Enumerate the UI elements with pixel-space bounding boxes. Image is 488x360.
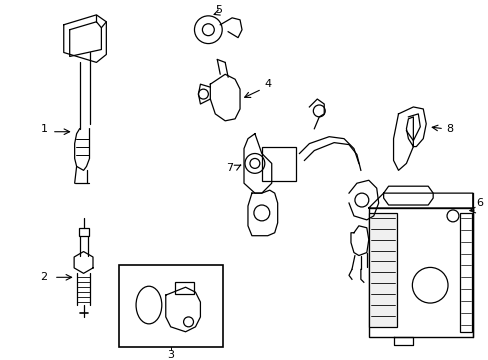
Text: 7: 7 bbox=[226, 163, 233, 174]
Bar bbox=[368, 208, 472, 337]
Text: 8: 8 bbox=[446, 124, 453, 134]
Bar bbox=[119, 265, 223, 347]
Text: 3: 3 bbox=[167, 350, 174, 360]
Text: 1: 1 bbox=[41, 124, 47, 134]
Text: 4: 4 bbox=[264, 79, 271, 89]
Bar bbox=[368, 213, 396, 327]
Bar bbox=[261, 147, 296, 181]
Text: 6: 6 bbox=[475, 198, 482, 208]
Circle shape bbox=[354, 193, 368, 207]
Circle shape bbox=[313, 105, 325, 117]
Text: 2: 2 bbox=[41, 272, 47, 282]
Circle shape bbox=[194, 16, 222, 44]
Bar bbox=[79, 228, 88, 236]
Circle shape bbox=[183, 317, 193, 327]
Bar bbox=[174, 282, 194, 294]
Circle shape bbox=[244, 153, 264, 173]
Circle shape bbox=[249, 158, 259, 168]
Circle shape bbox=[253, 205, 269, 221]
Circle shape bbox=[202, 24, 214, 36]
Circle shape bbox=[411, 267, 447, 303]
Text: 5: 5 bbox=[214, 5, 221, 15]
Bar bbox=[459, 213, 471, 332]
Circle shape bbox=[198, 89, 208, 99]
Circle shape bbox=[446, 210, 458, 222]
